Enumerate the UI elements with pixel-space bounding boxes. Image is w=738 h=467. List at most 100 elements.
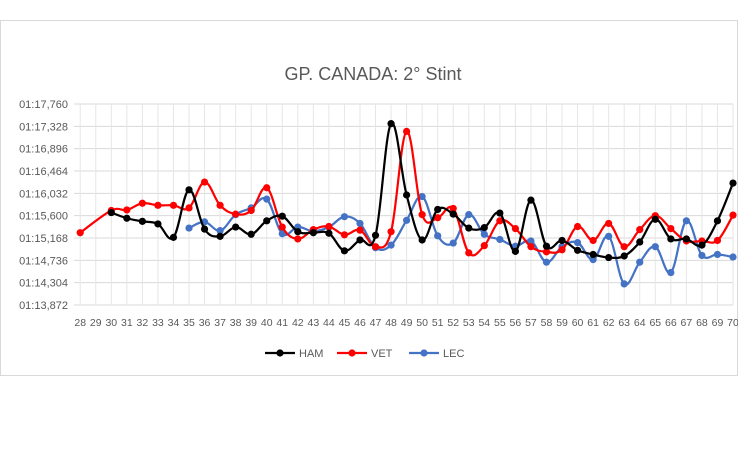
data-point-lec (713, 250, 722, 259)
data-point-ham (138, 217, 146, 225)
x-tick-label: 52 (447, 317, 459, 329)
data-point-ham (620, 252, 628, 260)
x-tick-label: 47 (370, 317, 382, 329)
data-point-ham (465, 224, 473, 232)
data-point-lec (340, 213, 349, 221)
data-point-ham (247, 230, 255, 238)
data-point-vet (387, 228, 395, 236)
legend-label-lec: LEC (443, 348, 464, 360)
data-point-ham (729, 179, 737, 187)
data-point-ham (278, 212, 286, 220)
data-point-lec (605, 232, 613, 240)
legend-item-lec: LEC (409, 348, 464, 360)
x-tick-label: 48 (385, 317, 397, 329)
x-tick-label: 39 (245, 317, 257, 329)
data-point-vet (138, 199, 146, 207)
x-tick-label: 70 (727, 317, 738, 329)
y-tick-label: 01:16,032 (19, 188, 68, 200)
x-tick-label: 33 (152, 317, 164, 329)
x-tick-label: 49 (401, 317, 413, 329)
data-point-ham (480, 223, 488, 232)
data-point-vet (605, 219, 613, 228)
data-point-lec (387, 241, 395, 249)
data-point-vet (278, 223, 286, 231)
data-point-lec (682, 217, 690, 225)
data-point-ham (682, 235, 690, 243)
data-point-vet (263, 184, 271, 192)
x-tick-label: 30 (105, 317, 117, 329)
data-point-ham (449, 210, 457, 218)
data-point-ham (356, 236, 364, 244)
y-tick-label: 01:16,896 (19, 144, 68, 156)
x-tick-label: 38 (230, 317, 242, 329)
legend-item-ham: HAM (265, 348, 323, 360)
x-tick-label: 66 (665, 317, 677, 329)
x-tick-label: 64 (634, 317, 646, 329)
data-point-ham (698, 241, 706, 249)
data-point-lec (449, 239, 457, 247)
data-point-lec (434, 232, 442, 240)
data-point-ham (527, 196, 535, 204)
x-tick-label: 46 (354, 317, 366, 329)
x-tick-label: 37 (214, 317, 226, 329)
data-point-lec (542, 258, 551, 266)
x-tick-label: 57 (525, 317, 537, 329)
data-point-ham (169, 233, 178, 241)
data-point-ham (387, 120, 395, 128)
data-point-ham (107, 208, 115, 217)
data-point-ham (573, 246, 582, 254)
data-point-ham (667, 235, 675, 243)
legend-item-vet: VET (337, 348, 393, 360)
data-point-lec (465, 211, 473, 219)
data-point-vet (527, 243, 535, 251)
legend-marker-vet (348, 349, 356, 357)
data-point-vet (496, 217, 504, 225)
x-tick-label: 54 (478, 317, 490, 329)
y-tick-label: 01:15,168 (19, 233, 68, 245)
x-tick-label: 61 (587, 317, 599, 329)
x-tick-label: 56 (510, 317, 522, 329)
data-point-vet (449, 204, 457, 213)
data-point-lec (620, 280, 628, 288)
data-point-lec (527, 237, 535, 245)
data-point-ham (496, 209, 504, 217)
data-point-ham (403, 191, 411, 199)
x-tick-label: 31 (121, 317, 133, 329)
data-point-ham (185, 186, 193, 194)
x-tick-label: 65 (649, 317, 661, 329)
data-point-vet (589, 236, 597, 245)
x-tick-label: 68 (696, 317, 708, 329)
data-point-vet (340, 231, 349, 239)
x-tick-label: 28 (74, 317, 86, 329)
data-point-vet (154, 201, 162, 209)
data-point-vet (620, 243, 628, 251)
data-point-ham (294, 228, 302, 236)
x-tick-label: 69 (712, 317, 724, 329)
x-tick-label: 63 (618, 317, 630, 329)
data-point-ham (263, 217, 271, 225)
x-tick-label: 35 (183, 317, 195, 329)
data-point-lec (573, 238, 582, 247)
data-point-vet (403, 127, 411, 135)
data-point-ham (434, 205, 442, 214)
data-point-vet (200, 178, 209, 186)
data-point-ham (511, 247, 520, 255)
x-tick-label: 58 (541, 317, 553, 329)
data-point-ham (325, 229, 333, 237)
data-point-ham (418, 236, 426, 244)
chart-title: GP. CANADA: 2° Stint (285, 64, 462, 84)
x-tick-label: 34 (168, 317, 180, 329)
data-point-ham (154, 220, 162, 228)
data-point-vet (216, 201, 224, 209)
data-point-ham (605, 253, 613, 262)
chart-area-border (0, 20, 738, 376)
gridlines (74, 103, 734, 306)
data-point-ham (309, 229, 317, 237)
series-layer (76, 120, 737, 288)
data-point-ham (558, 236, 566, 245)
y-tick-label: 01:16,464 (19, 166, 68, 178)
data-point-lec (651, 243, 659, 251)
data-point-lec (216, 227, 224, 235)
data-point-lec (480, 230, 488, 238)
